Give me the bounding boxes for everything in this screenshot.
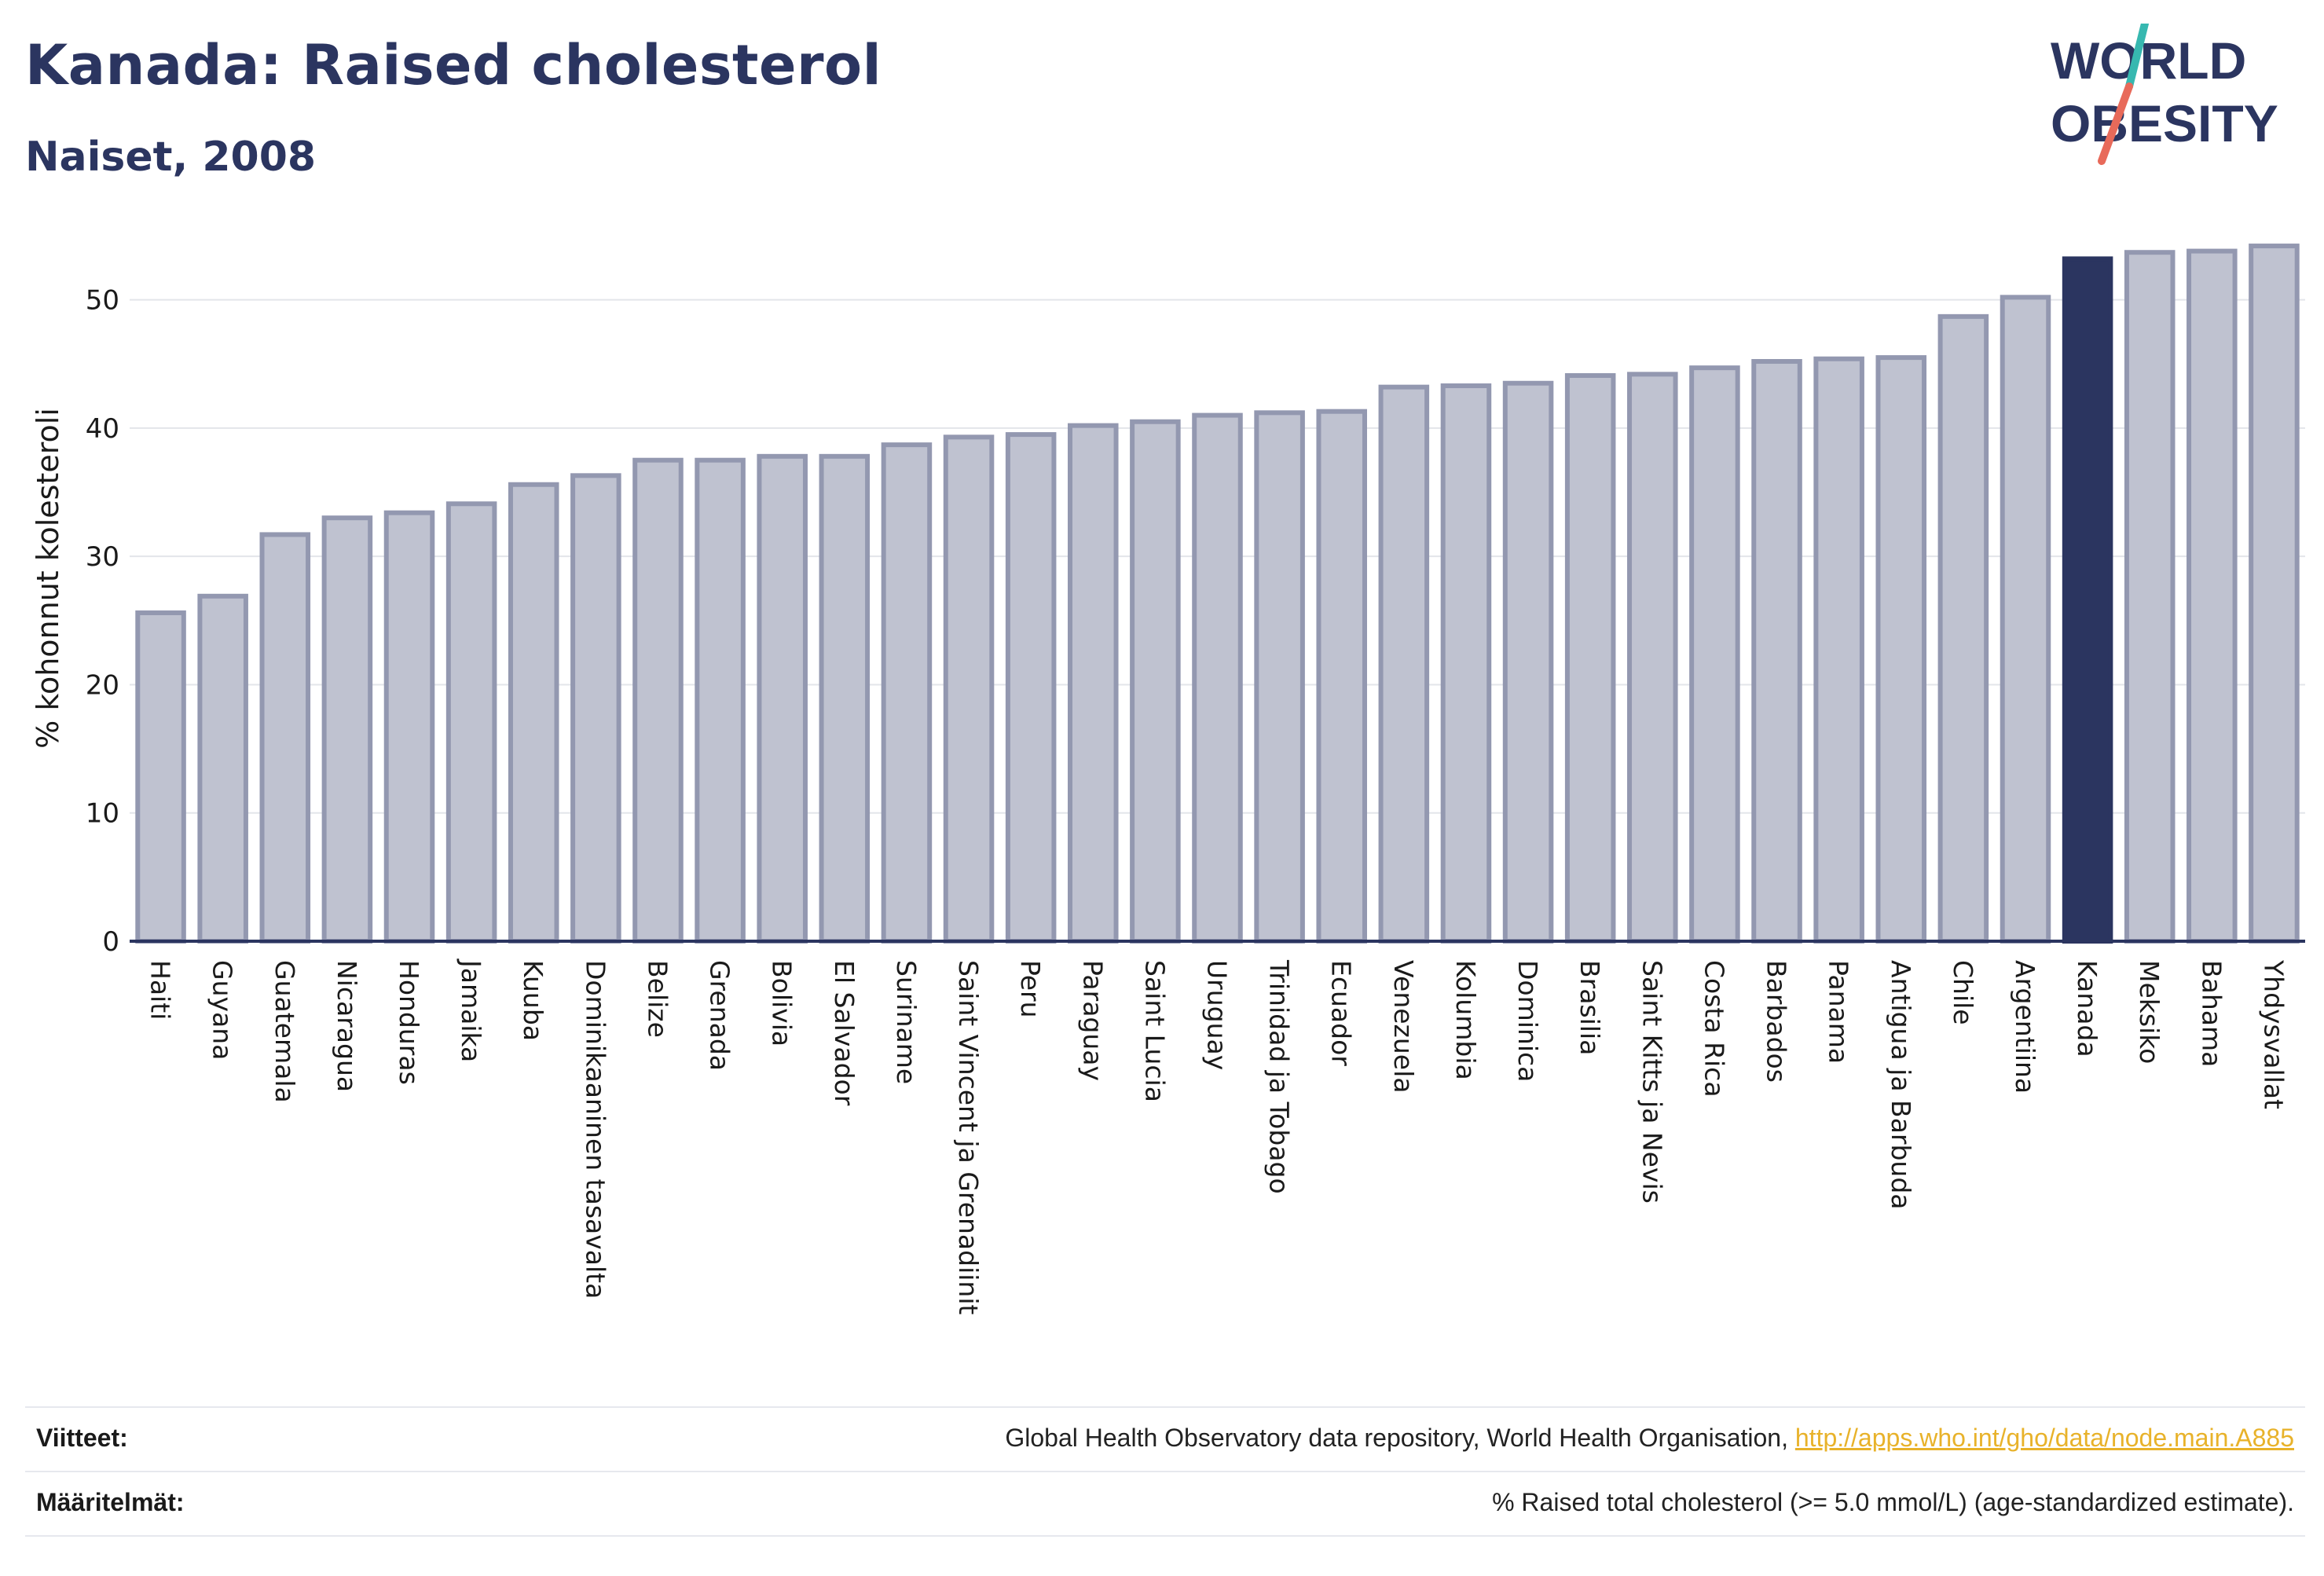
bar-belize — [632, 457, 684, 944]
x-tick-label: Honduras — [394, 960, 424, 1085]
world-obesity-logo: WORLD OBESITY — [2051, 24, 2278, 165]
footer-sources-row: Viitteet: Global Health Observatory data… — [25, 1406, 2305, 1471]
bar-barbados — [1751, 359, 1802, 944]
bar-kanada — [2062, 256, 2113, 944]
bar-ecuador — [1316, 409, 1368, 944]
bar-brasilia — [1564, 372, 1616, 944]
x-tick-label: Bolivia — [767, 960, 797, 1046]
definitions-value: % Raised total cholesterol (>= 5.0 mmol/… — [1492, 1488, 2294, 1516]
y-tick-label: 40 — [86, 413, 119, 445]
bar-antigua-ja-barbuda — [1875, 355, 1927, 944]
definitions-label: Määritelmät: — [36, 1488, 185, 1516]
x-tick-label: Yhdysvallat — [2258, 959, 2289, 1109]
bar-chile — [1937, 313, 1989, 944]
logo-slash-lower-icon — [2098, 82, 2133, 165]
bar-grenada — [695, 457, 746, 944]
y-tick-label: 0 — [102, 926, 119, 958]
x-tick-label: Saint Kitts ja Nevis — [1637, 960, 1667, 1204]
bar-el-salvador — [819, 453, 871, 944]
bar-dominica — [1502, 380, 1554, 944]
y-tick-label: 50 — [86, 285, 119, 317]
bar-kolumbia — [1440, 383, 1492, 944]
x-tick-label: Haiti — [145, 960, 176, 1020]
sources-value: Global Health Observatory data repositor… — [1005, 1424, 2294, 1453]
x-axis-tick-labels: Haiti Guyana Guatemala Nicaragua Honduras Jam… — [145, 958, 2289, 1315]
x-tick-label: Belize — [642, 960, 673, 1038]
bar-guyana — [197, 593, 248, 944]
y-axis-ticks: 0 10 20 30 40 50 — [86, 285, 119, 958]
bar-argentiina — [2000, 295, 2051, 944]
x-tick-label: Peru — [1015, 960, 1046, 1018]
x-tick-label: El Salvador — [829, 960, 860, 1106]
logo-slash-icon — [2125, 24, 2149, 90]
x-tick-label: Jamaika — [456, 958, 486, 1062]
bar-bahama — [2187, 248, 2238, 944]
x-tick-label: Suriname — [891, 960, 922, 1084]
bar-trinidad-ja-tobago — [1254, 410, 1305, 944]
bar-saint-lucia — [1130, 419, 1181, 944]
x-tick-label: Grenada — [705, 960, 735, 1071]
x-tick-label: Saint Vincent ja Grenadiinit — [953, 960, 984, 1315]
x-tick-label: Bahama — [2196, 960, 2227, 1067]
x-tick-label: Ecuador — [1326, 960, 1357, 1066]
chart-title: Kanada: Raised cholesterol — [25, 33, 882, 97]
bar-kuuba — [508, 482, 559, 944]
y-tick-label: 30 — [86, 541, 119, 573]
y-tick-label: 20 — [86, 669, 119, 701]
x-tick-label: Guyana — [207, 960, 238, 1060]
bar-uruguay — [1192, 412, 1243, 944]
sources-text: Global Health Observatory data repositor… — [1005, 1424, 1795, 1452]
logo-line-1: WORLD — [2051, 31, 2246, 90]
bar-haiti — [135, 610, 186, 944]
bar-honduras — [383, 510, 435, 944]
bar-guatemala — [259, 532, 311, 944]
x-tick-label: Brasilia — [1574, 960, 1605, 1055]
x-tick-label: Argentiina — [2010, 960, 2040, 1094]
x-tick-label: Meksiko — [2134, 960, 2165, 1064]
x-tick-label: Uruguay — [1202, 960, 1233, 1070]
sources-link[interactable]: http://apps.who.int/gho/data/node.main.A… — [1794, 1424, 2294, 1452]
footer-definitions-row: Määritelmät: % Raised total cholesterol … — [25, 1471, 2305, 1535]
bar-saint-kitts-ja-nevis — [1627, 372, 1678, 944]
x-tick-label: Kolumbia — [1450, 960, 1481, 1080]
x-tick-label: Barbados — [1761, 960, 1792, 1083]
x-tick-label: Venezuela — [1388, 960, 1419, 1093]
x-tick-label: Antigua ja Barbuda — [1886, 960, 1916, 1210]
bar-venezuela — [1378, 384, 1430, 944]
bar-meksiko — [2124, 250, 2176, 944]
x-tick-label: Saint Lucia — [1139, 960, 1170, 1102]
x-tick-label: Nicaragua — [332, 960, 362, 1092]
bar-chart: 0 10 20 30 40 50 Haiti Guyana Guatemala Nicaragu… — [31, 244, 2305, 1315]
bar-bolivia — [757, 453, 808, 944]
x-tick-label: Guatemala — [269, 960, 300, 1103]
y-axis-label: % kohonnut kolesteroli — [31, 408, 65, 749]
x-tick-label: Panama — [1824, 960, 1854, 1064]
x-tick-label: Paraguay — [1077, 960, 1108, 1081]
logo-line-2: OBESITY — [2051, 94, 2278, 152]
x-tick-label: Dominikaaninen tasavalta — [580, 960, 610, 1299]
bar-peru — [1005, 432, 1057, 944]
bars — [135, 244, 2300, 944]
x-tick-label: Kanada — [2072, 960, 2102, 1057]
chart-subtitle: Naiset, 2008 — [25, 134, 317, 181]
x-tick-label: Kuuba — [518, 960, 548, 1041]
bar-suriname — [881, 442, 933, 944]
bar-yhdysvallat — [2249, 244, 2300, 944]
bar-paraguay — [1067, 423, 1119, 944]
x-tick-label: Trinidad ja Tobago — [1264, 959, 1295, 1194]
y-tick-label: 10 — [86, 798, 119, 830]
bar-dominikaaninen-tasavalta — [570, 473, 621, 944]
x-tick-label: Costa Rica — [1699, 960, 1729, 1098]
bar-saint-vincent-ja-grenadiinit — [943, 434, 995, 944]
bar-costa-rica — [1689, 365, 1740, 944]
x-tick-label: Dominica — [1512, 960, 1543, 1082]
bar-nicaragua — [321, 515, 373, 944]
bar-panama — [1813, 356, 1864, 944]
sources-label: Viitteet: — [36, 1424, 128, 1452]
x-tick-label: Chile — [1948, 960, 1978, 1025]
bar-jamaika — [445, 501, 497, 944]
footer-divider — [25, 1535, 2305, 1537]
